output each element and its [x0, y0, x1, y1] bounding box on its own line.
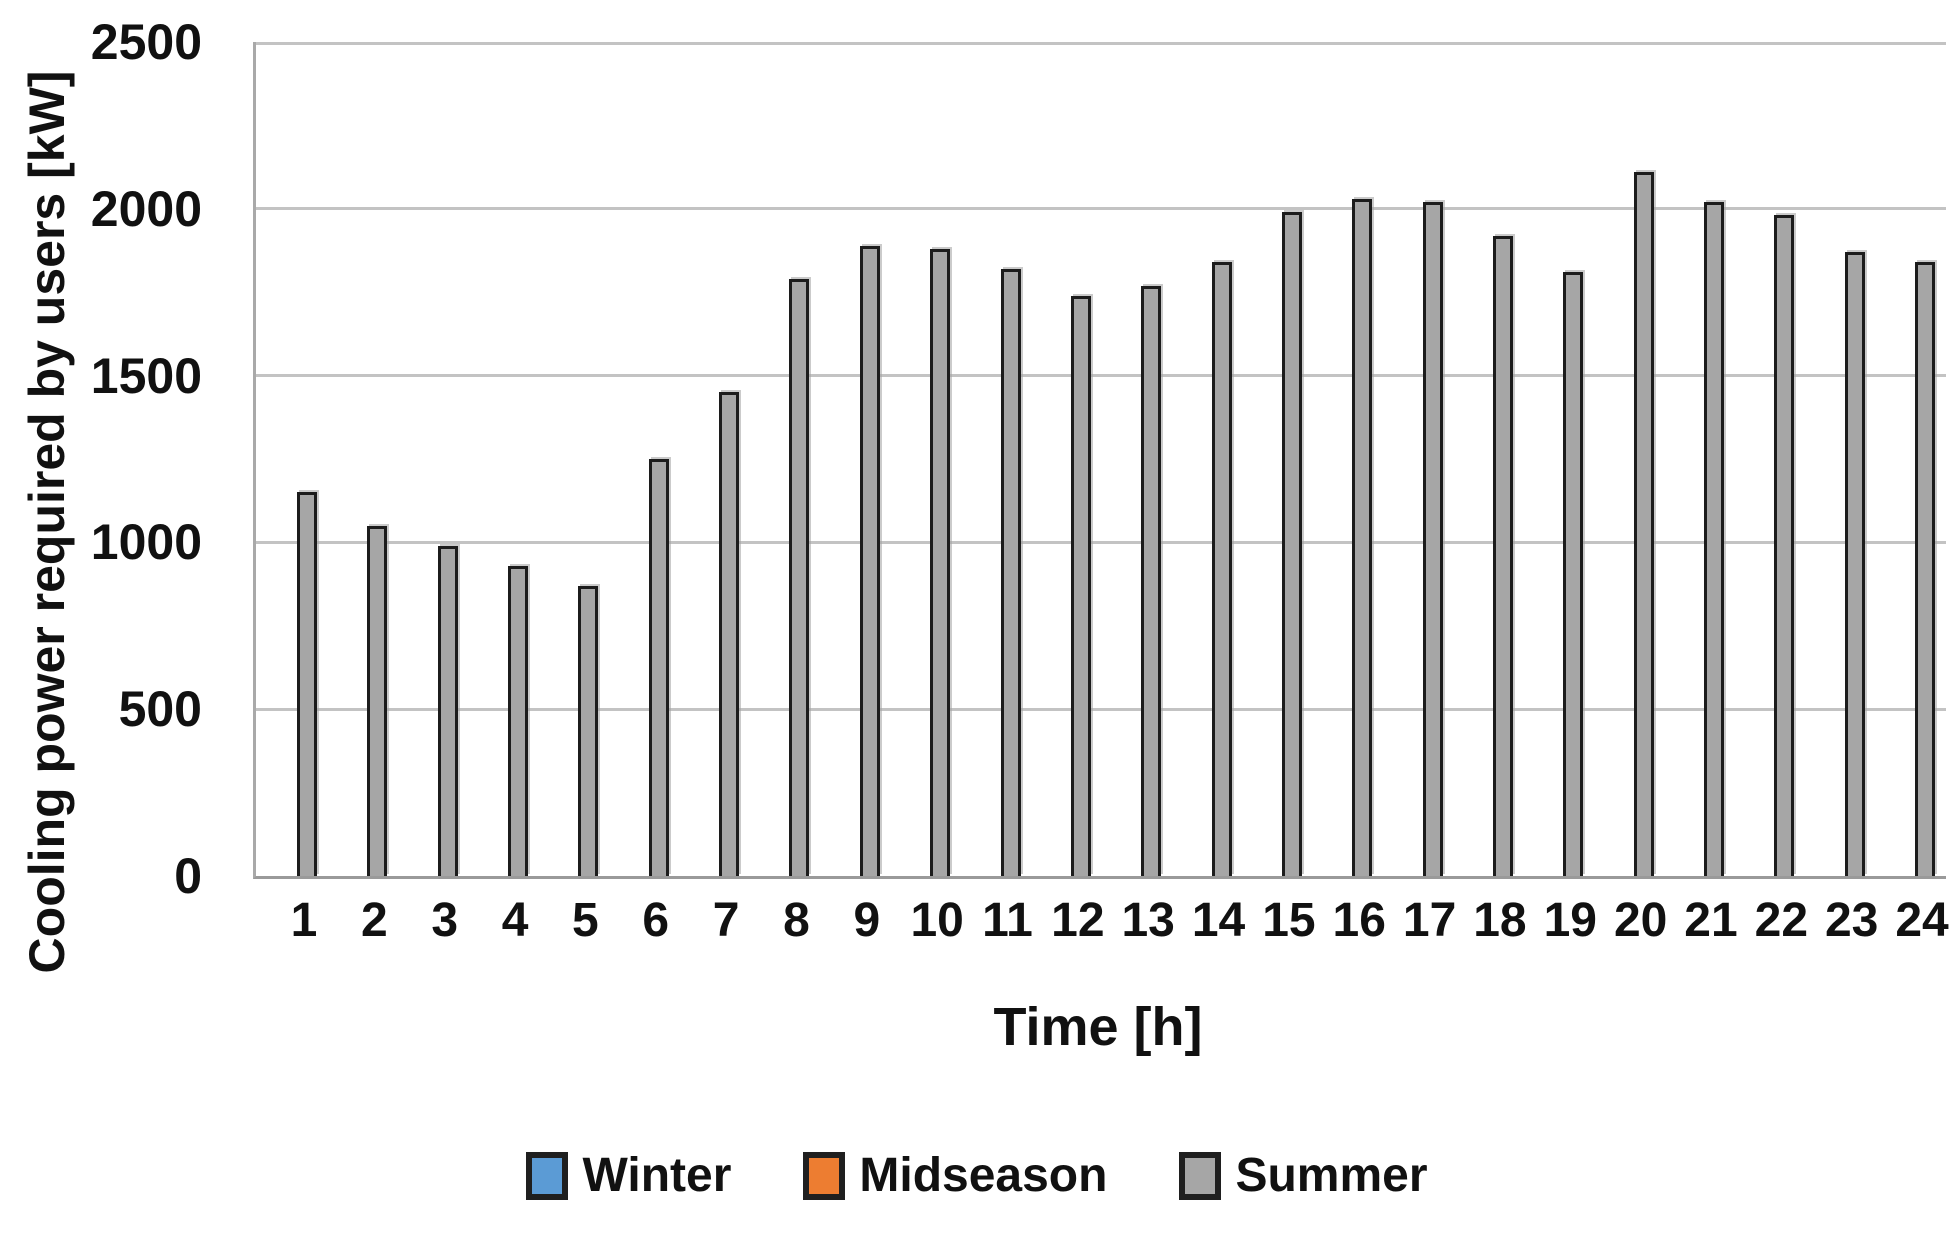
- bar-summer-h5: [578, 585, 599, 876]
- legend-item-winter: Winter: [526, 1148, 731, 1204]
- legend-label: Midseason: [859, 1149, 1108, 1202]
- x-tick-label: 12: [1051, 894, 1105, 947]
- bar-summer-h11: [1000, 268, 1021, 876]
- gridline: [256, 540, 1946, 544]
- gridline: [256, 42, 1946, 45]
- bar-summer-h3: [437, 545, 458, 876]
- x-tick-label: 8: [783, 894, 810, 947]
- gridline: [256, 374, 1946, 378]
- bar-summer-h21: [1704, 202, 1724, 876]
- legend-swatch-midseason: [803, 1152, 846, 1200]
- bar-summer-h1: [297, 492, 317, 876]
- x-tick-label: 22: [1754, 894, 1809, 947]
- y-tick-label: 0: [174, 848, 202, 904]
- y-tick-label: 500: [118, 681, 202, 738]
- x-tick-label: 17: [1402, 894, 1457, 947]
- x-tick-label: 11: [982, 894, 1033, 947]
- bar-summer-h10: [930, 248, 951, 876]
- x-tick-label: 6: [642, 894, 670, 947]
- bar-summer-h18: [1492, 235, 1513, 876]
- bar-summer-h17: [1422, 202, 1443, 876]
- x-tick-label: 18: [1473, 894, 1527, 947]
- gridline: [256, 207, 1946, 211]
- plot-area: [253, 42, 1946, 879]
- x-tick-label: 9: [853, 894, 881, 947]
- x-tick-label: 5: [572, 894, 599, 947]
- x-tick-label: 23: [1824, 894, 1879, 947]
- y-tick-label: 1500: [90, 347, 202, 404]
- bar-summer-h6: [648, 459, 669, 876]
- y-tick-label: 2500: [90, 14, 202, 70]
- x-tick-label: 16: [1332, 894, 1386, 947]
- bar-summer-h14: [1211, 262, 1232, 876]
- x-tick-label: 13: [1121, 894, 1175, 947]
- y-tick-label: 1000: [90, 514, 202, 571]
- legend-item-summer: Summer: [1179, 1148, 1428, 1204]
- bar-summer-h4: [508, 565, 529, 876]
- bar-summer-h19: [1563, 272, 1584, 876]
- x-tick-label: 15: [1262, 894, 1316, 947]
- bar-summer-h22: [1774, 215, 1795, 876]
- bar-summer-h9: [859, 245, 880, 876]
- bar-summer-h24: [1915, 262, 1936, 876]
- legend-swatch-summer: [1179, 1152, 1222, 1200]
- x-tick-label: 24: [1895, 894, 1949, 947]
- x-tick-label: 1: [290, 894, 318, 947]
- x-axis-title: Time [h]: [993, 997, 1203, 1057]
- bar-summer-h23: [1844, 252, 1865, 876]
- x-tick-label: 20: [1613, 894, 1668, 947]
- x-tick-label: 21: [1684, 894, 1738, 947]
- y-tick-label: 2000: [90, 180, 202, 237]
- bar-summer-h8: [789, 278, 810, 876]
- x-tick-label: 14: [1191, 894, 1246, 947]
- bar-summer-h20: [1633, 172, 1654, 876]
- bar-summer-h16: [1352, 198, 1373, 876]
- bar-summer-h13: [1141, 285, 1162, 876]
- x-tick-label: 2: [360, 894, 388, 947]
- gridline: [256, 707, 1946, 711]
- x-tick-label: 7: [712, 894, 740, 947]
- bar-summer-h7: [719, 392, 740, 876]
- legend-label: Summer: [1235, 1149, 1428, 1202]
- legend: Winter Midseason Summer: [0, 1148, 1954, 1204]
- x-tick-label: 10: [910, 894, 964, 947]
- bar-summer-h12: [1070, 295, 1091, 876]
- x-tick-label: 3: [431, 894, 459, 947]
- legend-swatch-winter: [526, 1152, 569, 1200]
- x-tick-label: 19: [1543, 894, 1597, 947]
- legend-label: Winter: [582, 1149, 732, 1202]
- x-tick-label: 4: [501, 894, 529, 947]
- bar-summer-h15: [1281, 212, 1302, 876]
- bar-summer-h2: [367, 525, 388, 876]
- legend-item-midseason: Midseason: [803, 1148, 1107, 1204]
